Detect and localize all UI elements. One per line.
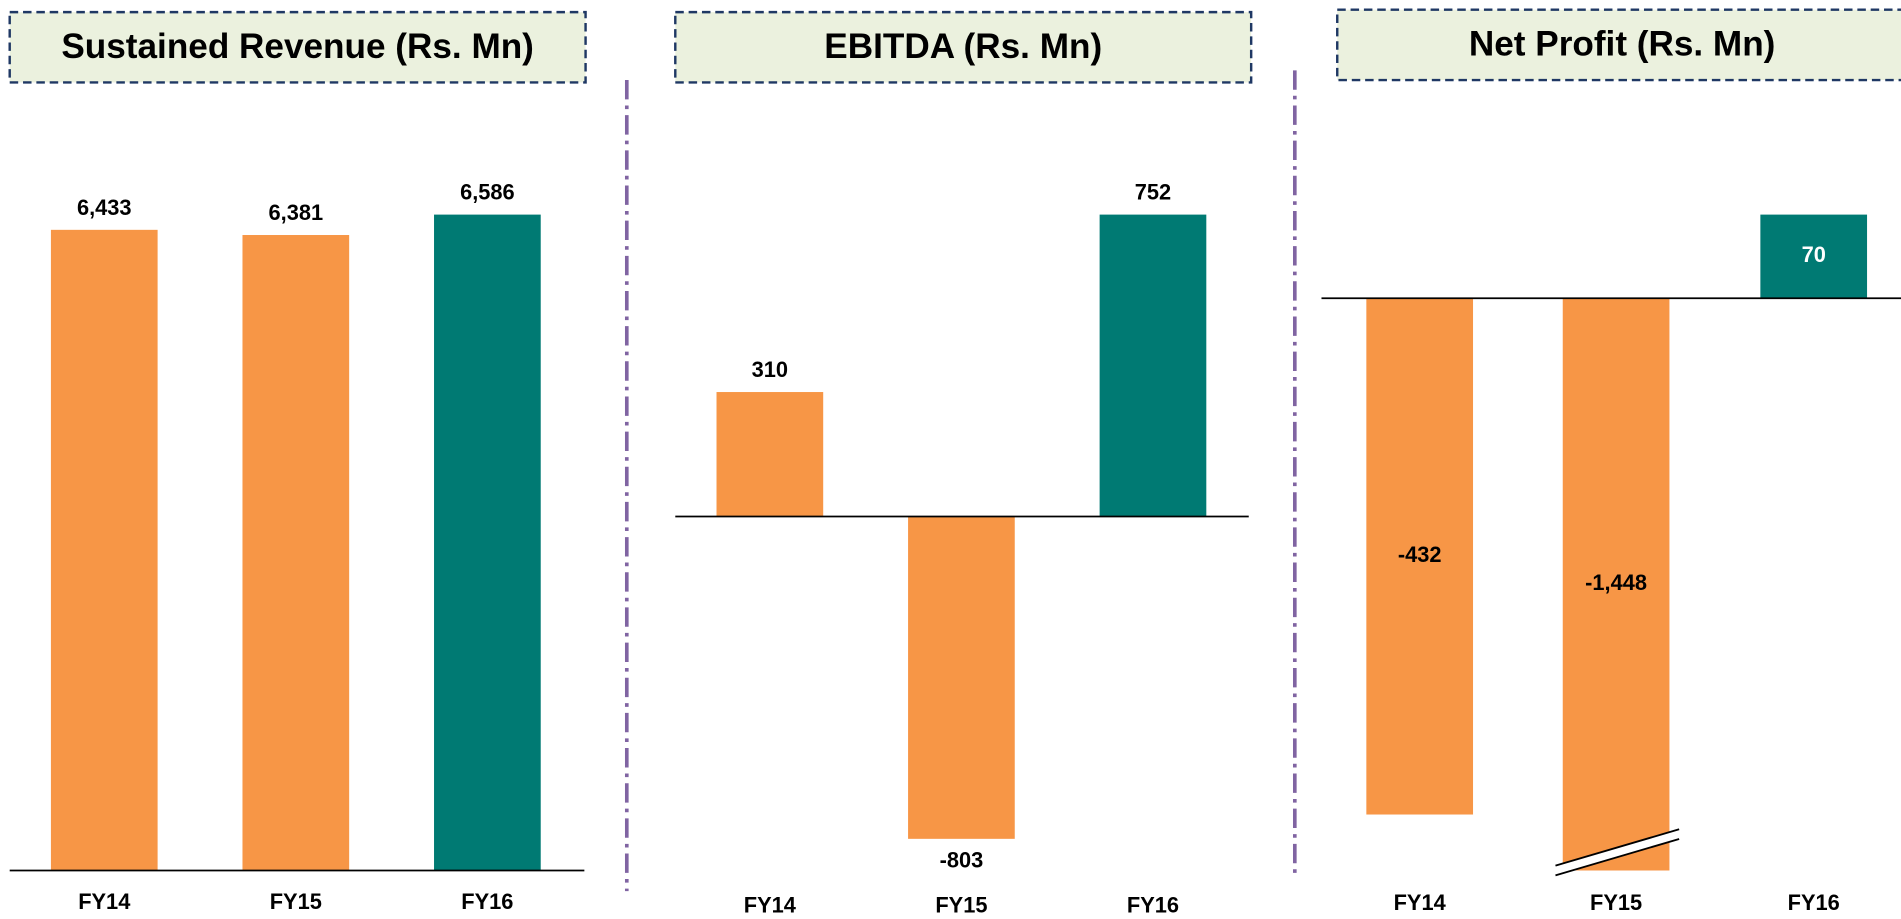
chart-title: Net Profit (Rs. Mn) <box>1469 24 1775 63</box>
chart-title: EBITDA (Rs. Mn) <box>824 27 1102 66</box>
data-label: 6,433 <box>77 195 132 220</box>
title-box <box>1336 8 1901 82</box>
x-tick-label: FY15 <box>935 893 987 918</box>
bar <box>908 516 1015 839</box>
bar <box>434 214 541 871</box>
data-label: 310 <box>752 357 788 382</box>
axis-break <box>1555 829 1680 876</box>
bar <box>1099 214 1207 517</box>
title-box <box>8 10 587 84</box>
x-tick-label: FY15 <box>270 889 322 914</box>
bar <box>1760 214 1868 299</box>
axis-break-line <box>1555 838 1680 877</box>
bar <box>716 392 824 517</box>
x-tick-label: FY14 <box>744 893 797 918</box>
bar <box>50 229 158 871</box>
data-label: -803 <box>940 848 984 873</box>
bar <box>1562 298 1670 871</box>
x-tick-label: FY16 <box>1127 893 1179 918</box>
data-label: -432 <box>1398 542 1442 567</box>
bar <box>242 235 350 871</box>
data-label: 752 <box>1135 180 1171 205</box>
x-tick-label: FY16 <box>461 889 513 914</box>
data-label: 6,586 <box>460 180 515 205</box>
x-tick-label: FY16 <box>1788 890 1840 915</box>
chart-title: Sustained Revenue (Rs. Mn) <box>61 27 534 66</box>
x-tick-label: FY14 <box>78 889 131 914</box>
axis-break-line <box>1555 828 1680 867</box>
x-tick-label: FY15 <box>1590 890 1642 915</box>
data-label: 6,381 <box>269 200 324 225</box>
bar <box>1366 298 1474 815</box>
title-box <box>674 10 1253 84</box>
data-label: 70 <box>1802 242 1826 267</box>
data-label: -1,448 <box>1585 570 1647 595</box>
x-tick-label: FY14 <box>1394 890 1447 915</box>
